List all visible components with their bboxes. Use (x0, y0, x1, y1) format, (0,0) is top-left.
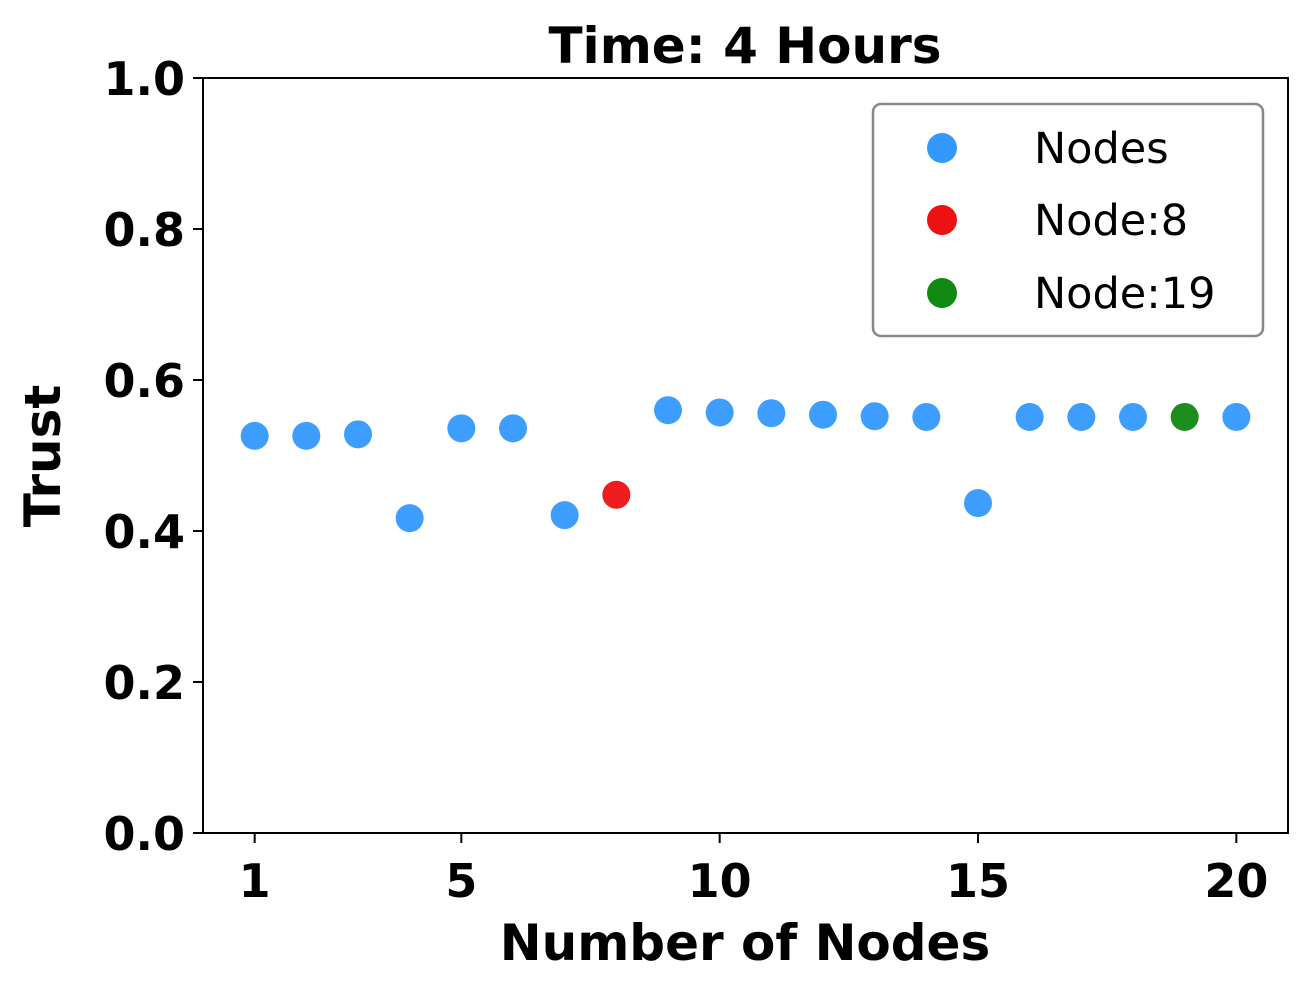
data-point (602, 480, 631, 509)
data-point (1015, 402, 1044, 431)
data-point (1170, 402, 1199, 431)
data-point (447, 414, 476, 443)
data-point (964, 489, 992, 518)
plot-area (202, 77, 1289, 834)
legend-box (871, 102, 1265, 338)
x-tick-label: 5 (445, 854, 477, 908)
x-tick-label: 10 (688, 854, 752, 908)
chart-title: Time: 4 Hours (548, 17, 941, 75)
data-point (344, 420, 372, 449)
legend-label: Node:8 (1034, 196, 1188, 246)
x-axis-label: Number of Nodes (500, 914, 990, 972)
x-tick-label: 15 (946, 854, 1010, 908)
legend-marker (927, 133, 957, 163)
legend-label: Nodes (1034, 124, 1169, 174)
legend-label: Node:19 (1034, 269, 1215, 319)
data-point (654, 396, 682, 425)
legend-marker (927, 205, 957, 235)
x-tick-label: 20 (1204, 854, 1268, 908)
y-tick-label: 0.6 (104, 354, 186, 408)
data-point (240, 421, 269, 450)
data-point (1119, 402, 1147, 431)
x-axis: 1 5 10 15 20 (239, 833, 1268, 908)
data-point (550, 501, 579, 530)
data-point (292, 421, 321, 450)
data-point (912, 402, 941, 431)
y-tick-label: 0.0 (104, 807, 186, 861)
y-axis: 0.0 0.2 0.4 0.6 0.8 1.0 (104, 52, 203, 861)
legend: Nodes Node:8 Node:19 (871, 102, 1265, 338)
data-point (860, 402, 889, 431)
data-points (240, 396, 1251, 533)
y-axis-label: Trust (14, 385, 72, 528)
data-point (1067, 402, 1096, 431)
data-point (395, 504, 424, 533)
legend-marker (927, 278, 957, 308)
data-point (499, 414, 527, 443)
y-tick-label: 0.8 (104, 203, 186, 257)
data-point (1222, 402, 1251, 431)
data-point (705, 398, 734, 427)
x-tick-label: 1 (239, 854, 271, 908)
data-point (809, 400, 837, 429)
y-tick-label: 0.2 (104, 656, 186, 710)
y-tick-label: 1.0 (104, 52, 186, 106)
y-tick-label: 0.4 (104, 505, 186, 559)
data-point (757, 399, 786, 428)
